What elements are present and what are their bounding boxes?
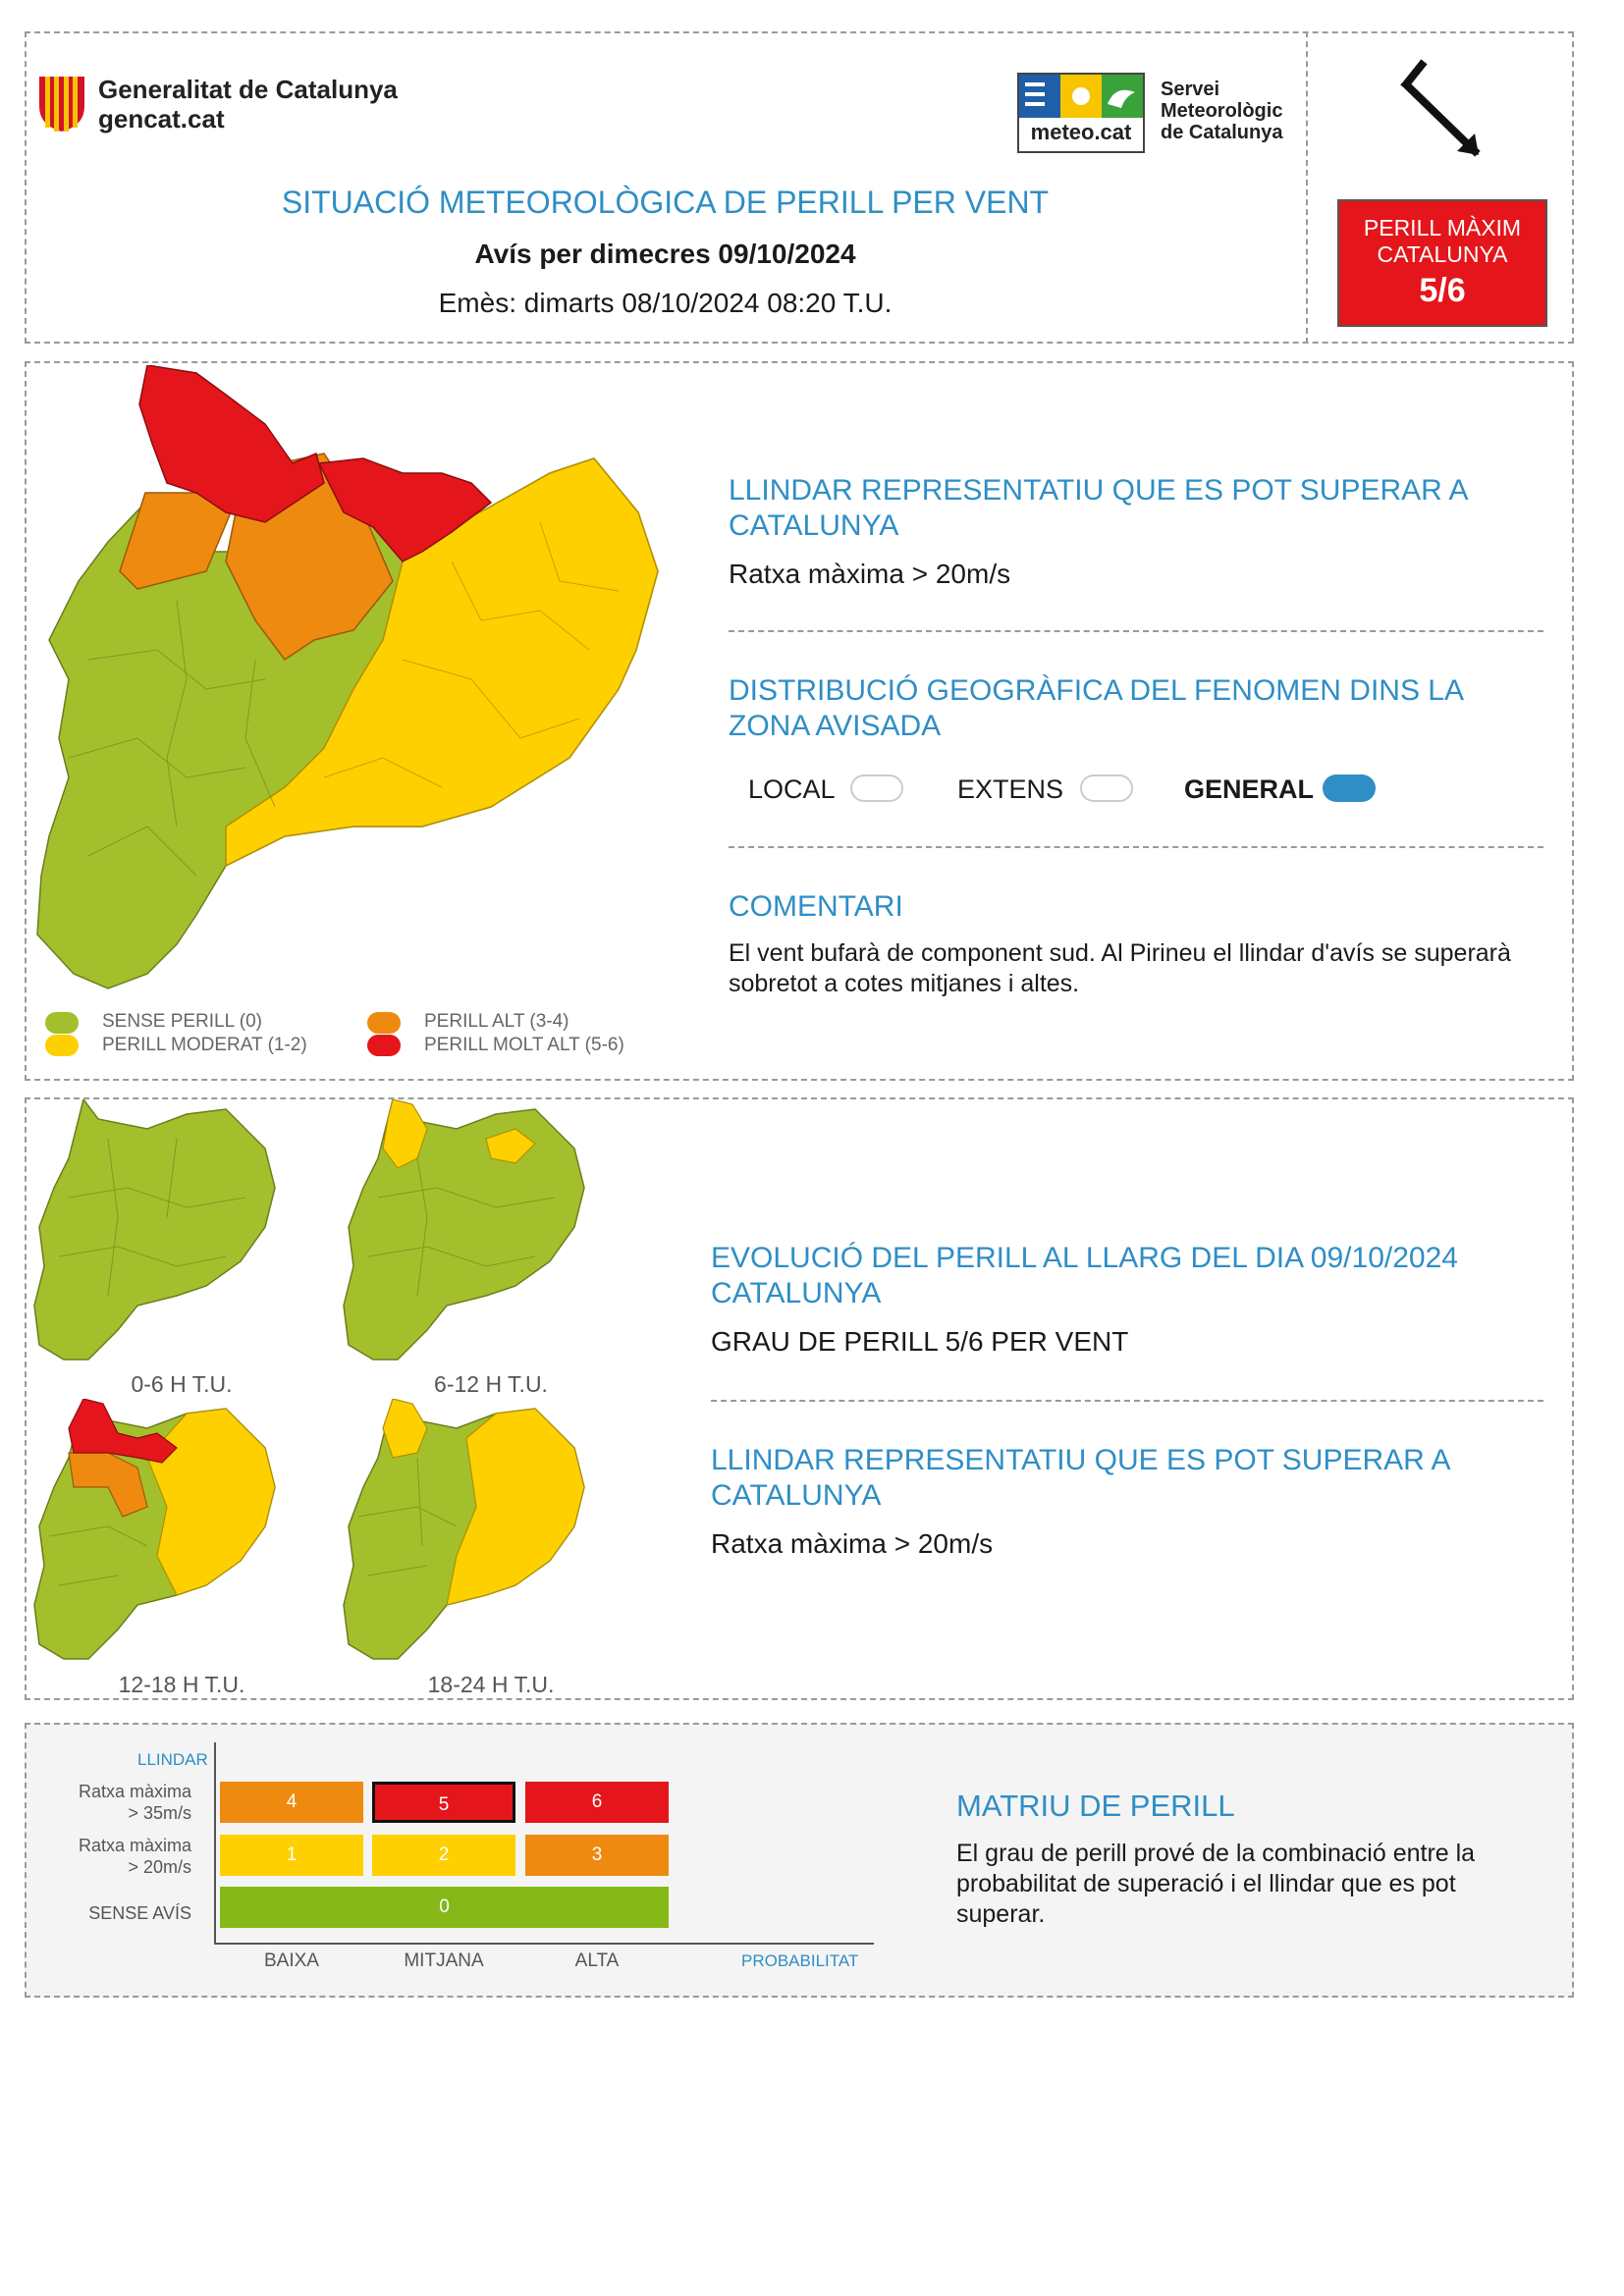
caption-12-18: 12-18 H T.U. [118, 1672, 245, 1697]
divider-1 [729, 630, 1543, 632]
matrix-row-2-label-a: Ratxa màxima [78, 1836, 191, 1855]
gov-site[interactable]: gencat.cat [98, 104, 225, 133]
legend-green-label: SENSE PERILL (0) [102, 1011, 262, 1032]
map-zone-red-ne [317, 457, 493, 562]
matrix-col-alta: ALTA [574, 1950, 620, 1971]
legend-red-swatch [367, 1035, 401, 1056]
evolution-title: EVOLUCIÓ DEL PERILL AL LLARG DEL DIA 09/… [711, 1242, 1458, 1309]
comment-text: El vent bufarà de component sud. Al Piri… [729, 939, 1511, 997]
legend-yellow-label: PERILL MODERAT (1-2) [102, 1035, 307, 1055]
legend-orange-label: PERILL ALT (3-4) [424, 1011, 569, 1032]
meteo-service-name: Servei Meteorològic de Catalunya [1161, 79, 1282, 143]
legend-yellow-swatch [45, 1035, 79, 1056]
legend-red-label: PERILL MOLT ALT (5-6) [424, 1035, 624, 1055]
map-18-24 [339, 1397, 623, 1669]
distribution-title: DISTRIBUCIÓ GEOGRÀFICA DEL FENOMEN DINS … [729, 674, 1463, 742]
distribution-extens-label: EXTENS [957, 774, 1064, 804]
comment-title: COMENTARI [729, 890, 903, 923]
evolution-box [25, 1097, 1574, 1700]
evolution-grade: GRAU DE PERILL 5/6 PER VENT [711, 1326, 1129, 1357]
evolution-threshold-value: Ratxa màxima > 20m/s [711, 1528, 994, 1559]
caption-18-24: 18-24 H T.U. [427, 1672, 555, 1697]
matrix-y-axis [214, 1742, 216, 1944]
meteo-line-3: de Catalunya [1161, 122, 1283, 143]
divider-2 [729, 846, 1543, 848]
evolution-threshold-title: LLINDAR REPRESENTATIU QUE ES POT SUPERAR… [711, 1444, 1449, 1512]
header-box [25, 31, 1574, 344]
max-hazard-box: PERILL MÀXIM CATALUNYA 5/6 [1337, 199, 1547, 327]
map-zone-red-nw [138, 364, 325, 523]
matrix-col-baixa: BAIXA [264, 1950, 319, 1971]
matrix-cell-0: 0 [220, 1887, 669, 1928]
matrix-cell-1: 1 [220, 1835, 363, 1876]
arrow-southeast-icon [1384, 57, 1492, 165]
meteo-line-1: Servei [1161, 79, 1220, 100]
matrix-row-1-label-a: Ratxa màxima [78, 1782, 191, 1801]
matrix-threshold-header: LLINDAR [137, 1750, 208, 1769]
threshold-value: Ratxa màxima > 20m/s [729, 559, 1011, 589]
caption-0-6: 0-6 H T.U. [131, 1371, 233, 1397]
generalitat-logo [35, 73, 88, 133]
matrix-row-3-label: SENSE AVÍS [88, 1903, 191, 1923]
max-label-2: CATALUNYA [1377, 241, 1508, 267]
distribution-extens-toggle [1080, 774, 1133, 802]
legend-orange-swatch [367, 1012, 401, 1034]
divider-3 [711, 1400, 1543, 1402]
matrix-row-1-label-b: > 35m/s [128, 1803, 191, 1823]
matrix-cell-3: 3 [525, 1835, 669, 1876]
catalonia-hazard-map [29, 364, 668, 993]
meteocat-logo: meteo.cat [1017, 73, 1145, 153]
page-title: SITUACIÓ METEOROLÒGICA DE PERILL PER VEN… [281, 185, 1050, 220]
distribution-local-label: LOCAL [748, 774, 836, 804]
matrix-x-axis [214, 1943, 874, 1945]
matrix-cell-6: 6 [525, 1782, 669, 1823]
max-label-1: PERILL MÀXIM [1363, 215, 1522, 240]
map-zone-yellow [225, 457, 659, 868]
matrix-text: El grau de perill prové de la combinació… [956, 1840, 1476, 1928]
matrix-box [25, 1723, 1574, 1998]
matrix-row-1-label: Ratxa màxima > 35m/s [39, 1781, 191, 1824]
main-box [25, 361, 1574, 1081]
legend-green-swatch [45, 1012, 79, 1034]
caption-6-12: 6-12 H T.U. [434, 1371, 548, 1397]
map-6-12 [339, 1097, 623, 1369]
matrix-cell-2: 2 [372, 1835, 515, 1876]
distribution-general-toggle [1323, 774, 1376, 802]
max-value: 5/6 [1419, 272, 1466, 309]
map-0-6 [29, 1097, 314, 1369]
matrix-cell-4: 4 [220, 1782, 363, 1823]
meteocat-site[interactable]: meteo.cat [1030, 120, 1132, 144]
matrix-col-mitjana: MITJANA [404, 1950, 484, 1971]
warning-day: Avís per dimecres 09/10/2024 [474, 239, 856, 269]
meteo-line-2: Meteorològic [1161, 100, 1283, 122]
threshold-title: LLINDAR REPRESENTATIU QUE ES POT SUPERAR… [729, 474, 1467, 542]
distribution-general-label: GENERAL [1184, 774, 1315, 804]
gov-name: Generalitat de Catalunya [98, 75, 398, 104]
issued-time: Emès: dimarts 08/10/2024 08:20 T.U. [438, 288, 893, 318]
matrix-cell-5: 5 [372, 1782, 515, 1823]
matrix-title: MATRIU DE PERILL [956, 1789, 1235, 1823]
matrix-row-2-label-b: > 20m/s [128, 1857, 191, 1877]
distribution-local-toggle [850, 774, 903, 802]
matrix-probability-header: PROBABILITAT [741, 1951, 859, 1970]
header-divider [1306, 31, 1308, 344]
map-12-18 [29, 1397, 314, 1669]
matrix-row-2-label: Ratxa màxima > 20m/s [39, 1835, 191, 1878]
